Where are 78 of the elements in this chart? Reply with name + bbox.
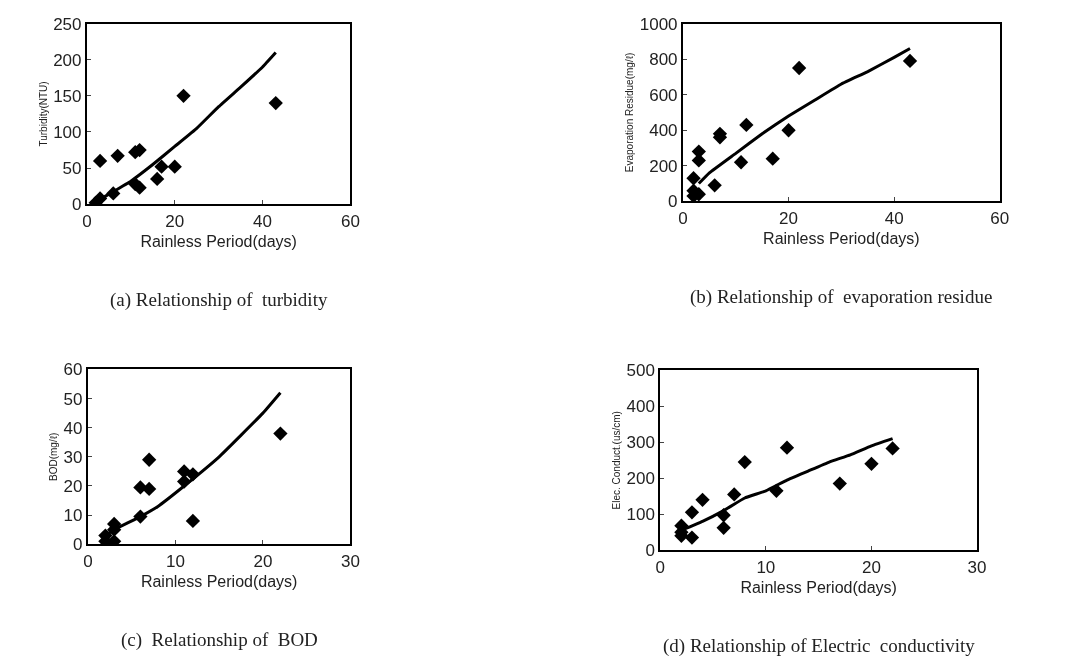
y-tick-label: 1000 [639, 14, 678, 34]
point [167, 159, 182, 174]
point [707, 178, 722, 193]
point [686, 171, 701, 186]
x-tick-label: 40 [253, 211, 273, 231]
y-axis-title: Turbidity(NTU) [37, 81, 49, 147]
point [716, 520, 731, 535]
x-tick-label: 40 [884, 208, 904, 228]
point [739, 117, 754, 133]
point [110, 148, 125, 163]
point [695, 492, 710, 507]
text: (a) Relationship of turbidity [110, 289, 328, 311]
x-tick-label: 20 [165, 211, 185, 231]
x-tick-label: 20 [862, 557, 881, 577]
y-tick-label: 0 [72, 195, 82, 215]
y-axis-title: Elec. Conduct.(us/cm) [611, 411, 622, 510]
point [92, 153, 108, 169]
y-tick-label: 400 [626, 397, 655, 417]
y-tick-label: 50 [62, 159, 82, 179]
y-tick-label: 0 [73, 535, 83, 555]
y-tick-label: 400 [649, 121, 678, 141]
point [737, 454, 752, 470]
text: (d) Relationship of Electric conductivity [663, 635, 976, 657]
point [684, 530, 700, 545]
x-tick-label: 20 [253, 551, 273, 571]
y-tick-label: 150 [53, 86, 82, 106]
x-tick-label: 10 [756, 557, 776, 577]
x-tick-label: 30 [967, 557, 987, 577]
y-tick-label: 300 [626, 433, 655, 453]
point [154, 159, 169, 174]
y-tick-label: 50 [63, 389, 83, 409]
y-tick-label: 250 [53, 14, 82, 34]
y-tick-label: 100 [626, 505, 655, 525]
point [727, 487, 742, 502]
x-axis-title: Rainless Period(days) [763, 229, 920, 247]
point [150, 171, 165, 187]
x-tick-label: 30 [340, 551, 360, 571]
point [779, 440, 795, 455]
point [142, 481, 157, 497]
y-tick-label: 200 [649, 156, 678, 176]
y-tick-label: 60 [63, 360, 83, 380]
x-tick-label: 10 [165, 551, 185, 571]
x-tick-label: 20 [779, 208, 799, 228]
y-tick-label: 200 [626, 469, 655, 489]
y-tick-label: 800 [649, 50, 678, 70]
x-axis-title: Rainless Period(days) [740, 578, 897, 596]
point [132, 180, 147, 195]
point [902, 53, 918, 69]
point [273, 426, 288, 441]
x-tick-label: 60 [340, 211, 360, 231]
y-axis-title: BOD(mg/ℓ) [48, 432, 60, 481]
point [142, 452, 157, 467]
point [176, 88, 191, 103]
y-tick-label: 200 [53, 50, 82, 70]
y-tick-label: 0 [668, 192, 678, 212]
y-tick-label: 30 [63, 447, 83, 467]
point [684, 505, 700, 520]
point [733, 155, 749, 170]
y-tick-label: 500 [626, 361, 655, 381]
point [885, 441, 900, 456]
point [781, 123, 796, 138]
y-tick-label: 100 [53, 122, 82, 142]
y-tick-label: 20 [63, 476, 83, 496]
x-tick-label: 60 [990, 208, 1010, 228]
x-axis-title: Rainless Period(days) [140, 572, 298, 590]
y-axis-title: Evaporation Residue(mg/ℓ) [624, 52, 636, 173]
text: (c) Relationship of BOD [121, 629, 318, 651]
point [268, 95, 283, 111]
point [864, 456, 879, 471]
point [791, 60, 807, 76]
point [185, 513, 201, 529]
y-tick-label: 10 [63, 506, 83, 526]
y-tick-label: 40 [63, 418, 83, 438]
y-tick-label: 600 [649, 85, 678, 105]
x-axis-title: Rainless Period(days) [140, 232, 297, 250]
point [832, 476, 847, 491]
point [765, 151, 780, 166]
text: (b) Relationship of evaporation residue [690, 286, 993, 308]
